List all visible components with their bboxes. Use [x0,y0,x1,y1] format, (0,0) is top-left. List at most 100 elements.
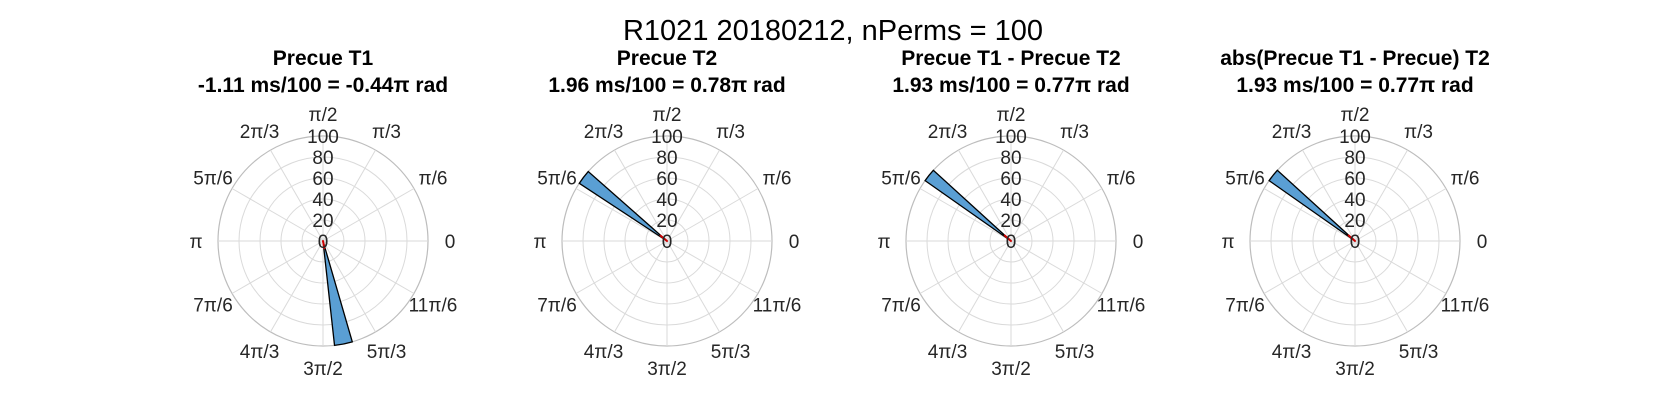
histogram-bar [578,170,668,242]
polar-panel-3: Precue T1 - Precue T2 1.93 ms/100 = 0.77π… [877,47,1145,380]
polar-spoke [1354,149,1408,242]
polar-spoke [614,149,668,242]
angular-tick-label: π [189,232,202,253]
polar-spoke [231,188,324,242]
radial-tick-label: 20 [656,211,677,232]
angular-tick-label: 4π/3 [584,342,624,363]
polar-spoke [919,240,1012,294]
angular-tick-label: 5π/3 [1399,342,1439,363]
radial-tick-label: 80 [1344,148,1365,169]
polar-spoke [1010,240,1064,333]
angular-tick-label: 11π/6 [753,296,802,317]
angular-tick-label: π/2 [997,105,1026,126]
panel-subtitle: -1.11 ms/100 = -0.44π rad [198,74,448,97]
angular-tick-label: π/3 [372,122,401,143]
polar-spoke [322,240,415,294]
polar-spoke [322,188,415,242]
angular-tick-label: 7π/6 [1225,296,1265,317]
polar-spoke [1263,240,1356,294]
angular-tick-label: 2π/3 [928,122,968,143]
radial-tick-label: 80 [656,148,677,169]
angular-tick-label: 5π/3 [711,342,751,363]
angular-tick-label: 7π/6 [881,296,921,317]
polar-spoke [614,240,668,333]
angular-tick-label: 0 [1477,232,1488,253]
panel-subtitle: 1.93 ms/100 = 0.77π rad [892,74,1129,97]
radial-tick-label: 40 [1344,190,1365,211]
mean-direction-line [1003,234,1012,242]
radial-tick-label: 80 [312,148,333,169]
angular-tick-label: 3π/2 [991,359,1031,380]
angular-tick-label: 3π/2 [1335,359,1375,380]
angular-tick-label: π [533,232,546,253]
mean-direction-line [322,240,326,250]
polar-spoke [958,149,1012,242]
mean-direction-line [659,234,668,242]
radial-tick-label: 60 [312,169,333,190]
angular-tick-label: 5π/6 [881,169,921,190]
polar-spoke [575,240,668,294]
angular-tick-label: π [1221,232,1234,253]
angular-tick-label: π/3 [716,122,745,143]
panel-title: abs(Precue T1 - Precue) T2 [1220,47,1490,70]
radial-tick-label: 20 [312,211,333,232]
angular-tick-label: π/2 [653,105,682,126]
polar-spoke [1302,149,1356,242]
polar-spoke [575,188,668,242]
radial-tick-label: 80 [1000,148,1021,169]
radial-tick-label: 0 [318,232,329,253]
polar-spoke [1263,188,1356,242]
radial-tick-label: 20 [1000,211,1021,232]
angular-tick-label: 2π/3 [584,122,624,143]
angular-tick-label: 3π/2 [647,359,687,380]
polar-spoke [958,240,1012,333]
polar-spoke [1010,149,1064,242]
polar-panel-4: abs(Precue T1 - Precue) T2 1.93 ms/100 = … [1220,47,1490,380]
radial-tick-label: 40 [312,190,333,211]
angular-tick-label: π/3 [1404,122,1433,143]
radial-tick-label: 0 [662,232,673,253]
polar-spoke [1010,188,1103,242]
histogram-bar [924,169,1012,242]
angular-tick-label: π/2 [309,105,338,126]
radial-tick-label: 0 [1006,232,1017,253]
radial-tick-label: 60 [1000,169,1021,190]
polar-spoke [666,240,759,294]
polar-panels: Precue T1-1.11 ms/100 = -0.44π rad020406… [189,47,1489,380]
angular-tick-label: π/6 [419,169,448,190]
polar-spoke [1354,188,1447,242]
angular-tick-label: 7π/6 [537,296,577,317]
angular-tick-label: π/3 [1060,122,1089,143]
angular-tick-label: 11π/6 [1441,296,1490,317]
angular-tick-label: π/6 [1107,169,1136,190]
angular-tick-label: 5π/6 [537,169,577,190]
angular-tick-label: π/6 [1451,169,1480,190]
histogram-bar [1268,169,1356,242]
polar-spoke [1354,240,1447,294]
mean-direction-line [1347,234,1356,242]
radial-tick-label: 40 [656,190,677,211]
radial-tick-label: 100 [1339,127,1371,148]
panel-title: Precue T1 - Precue T2 [901,47,1120,70]
angular-tick-label: 4π/3 [1272,342,1312,363]
radial-tick-label: 100 [651,127,683,148]
angular-tick-label: 5π/6 [193,169,233,190]
polar-panel-2: Precue T21.96 ms/100 = 0.78π rad02040608… [533,47,801,380]
polar-panel-1: Precue T1-1.11 ms/100 = -0.44π rad020406… [189,47,457,380]
radial-tick-label: 40 [1000,190,1021,211]
radial-tick-label: 20 [1344,211,1365,232]
angular-tick-label: 0 [1133,232,1144,253]
radial-tick-label: 100 [995,127,1027,148]
panel-title: Precue T2 [617,47,717,70]
polar-spoke [322,149,376,242]
angular-tick-label: 5π/3 [1055,342,1095,363]
angular-tick-label: 5π/6 [1225,169,1265,190]
polar-spoke [666,188,759,242]
angular-tick-label: 4π/3 [240,342,280,363]
radial-tick-label: 60 [656,169,677,190]
figure-title: R1021 20180212, nPerms = 100 [623,15,1043,47]
angular-tick-label: 0 [445,232,456,253]
polar-spoke [231,240,324,294]
radial-tick-label: 60 [1344,169,1365,190]
